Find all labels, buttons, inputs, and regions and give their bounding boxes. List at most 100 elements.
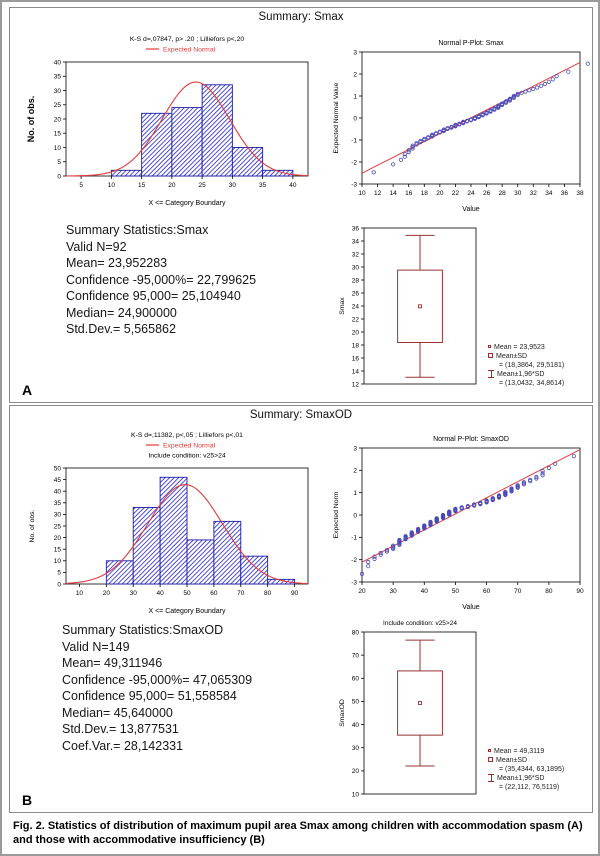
pplot-b: Normal P-Plot: SmaxOD 20 30 40 50 60 70 80 90 -3-… bbox=[328, 432, 590, 612]
summary-stats-a: Summary Statistics:Smax Valid N=92 Mean=… bbox=[66, 222, 256, 338]
svg-text:28: 28 bbox=[352, 277, 360, 284]
legend-line: = (13,0432, 34,8614) bbox=[499, 380, 565, 387]
svg-text:22: 22 bbox=[352, 316, 360, 323]
mean-marker-icon bbox=[488, 749, 491, 752]
svg-text:30: 30 bbox=[352, 264, 360, 271]
svg-text:15: 15 bbox=[138, 182, 146, 189]
svg-text:15: 15 bbox=[54, 547, 62, 554]
legend-item: Mean±SD bbox=[488, 352, 592, 361]
boxplot-a-legend: Mean = 23,9523 Mean±SD = (18,3864, 29,51… bbox=[488, 343, 592, 388]
svg-text:25: 25 bbox=[54, 523, 62, 530]
svg-text:1: 1 bbox=[353, 93, 357, 100]
svg-text:25: 25 bbox=[54, 102, 62, 109]
legend-line: Mean±SD bbox=[496, 757, 528, 764]
svg-text:No. of obs.: No. of obs. bbox=[26, 96, 36, 143]
svg-text:12: 12 bbox=[374, 190, 382, 197]
panel-b: Summary: SmaxOD K-S d=,11382, p<,05 ; Li… bbox=[9, 405, 593, 813]
summary-line: Mean= 23,952283 bbox=[66, 256, 168, 270]
svg-text:20: 20 bbox=[352, 768, 360, 775]
svg-text:60: 60 bbox=[210, 590, 218, 597]
svg-text:15: 15 bbox=[54, 131, 62, 138]
svg-text:80: 80 bbox=[545, 588, 553, 595]
svg-text:10: 10 bbox=[76, 590, 84, 597]
pplot-a: Normal P-Plot: Smax 10 12 14 16 18 20 22 24 26 28 3… bbox=[328, 36, 590, 214]
svg-text:36: 36 bbox=[352, 225, 360, 232]
mean-marker-icon bbox=[488, 345, 491, 348]
panel-a-title: Summary: Smax bbox=[258, 11, 344, 23]
svg-text:3: 3 bbox=[353, 445, 357, 452]
svg-text:40: 40 bbox=[289, 182, 297, 189]
svg-text:40: 40 bbox=[421, 588, 429, 595]
svg-text:50: 50 bbox=[452, 588, 460, 595]
svg-text:-1: -1 bbox=[351, 137, 357, 144]
legend-item: Mean±SD bbox=[488, 756, 592, 765]
svg-text:Expected Normal: Expected Normal bbox=[163, 47, 216, 54]
legend-line: Mean = 49,3119 bbox=[494, 748, 545, 755]
svg-text:No. of obs.: No. of obs. bbox=[29, 509, 36, 542]
legend-item: Mean = 23,9523 bbox=[488, 343, 592, 352]
legend-line: Mean±1,96*SD bbox=[497, 371, 545, 378]
histogram-b: K-S d=,11382, p<,05 ; Lilliefors p<,01 Ex… bbox=[24, 428, 320, 616]
panel-a-label: A bbox=[22, 382, 33, 398]
svg-text:30: 30 bbox=[352, 745, 360, 752]
svg-text:1: 1 bbox=[353, 490, 357, 497]
summary-line: Summary Statistics:SmaxOD bbox=[62, 623, 224, 637]
svg-text:50: 50 bbox=[352, 699, 360, 706]
mean-sd-box-icon bbox=[488, 757, 493, 762]
whisker-ibeam-icon bbox=[488, 370, 494, 378]
svg-text:35: 35 bbox=[54, 500, 62, 507]
svg-text:14: 14 bbox=[390, 190, 398, 197]
svg-text:70: 70 bbox=[514, 588, 522, 595]
summary-line: Confidence 95,000= 25,104940 bbox=[66, 289, 241, 303]
panel-b-label: B bbox=[22, 792, 33, 808]
svg-text:24: 24 bbox=[352, 303, 360, 310]
svg-text:20: 20 bbox=[352, 329, 360, 336]
boxplot-a: 12 14 16 18 20 22 24 26 28 30 32 34 36 Smax Mean = 23… bbox=[334, 218, 592, 398]
summary-line: Confidence -95,000%= 47,065309 bbox=[62, 672, 253, 687]
legend-line: = (35,4344, 63,1895) bbox=[499, 766, 565, 773]
summary-line: Coef.Var.= 28,142331 bbox=[62, 738, 184, 753]
svg-text:28: 28 bbox=[499, 190, 507, 197]
boxplot-b-legend: Mean = 49,3119 Mean±SD = (35,4344, 63,18… bbox=[488, 747, 592, 792]
svg-text:K-S d=,07847, p> .20 ; Lillief: K-S d=,07847, p> .20 ; Lilliefors p<,20 bbox=[130, 36, 245, 43]
svg-text:10: 10 bbox=[108, 182, 116, 189]
svg-text:10: 10 bbox=[54, 558, 62, 565]
svg-text:40: 40 bbox=[352, 722, 360, 729]
svg-text:Expected Normal Value: Expected Normal Value bbox=[333, 82, 340, 153]
svg-text:22: 22 bbox=[452, 190, 460, 197]
svg-text:0: 0 bbox=[57, 581, 61, 588]
panel-b-title: Summary: SmaxOD bbox=[249, 409, 353, 421]
svg-text:-3: -3 bbox=[351, 181, 357, 188]
summary-line: Std.Dev.= 5,565862 bbox=[66, 322, 176, 336]
svg-text:Normal P-Plot: Smax: Normal P-Plot: Smax bbox=[438, 40, 504, 47]
boxplot-b-canvas: Include condition: v25>24 10 20 30 40 50 60 70 8… bbox=[339, 620, 477, 798]
legend-item: = (18,3864, 29,5181) bbox=[488, 361, 592, 370]
legend-line: Mean±1,96*SD bbox=[497, 775, 545, 782]
svg-text:10: 10 bbox=[54, 145, 62, 152]
legend-item: = (22,112, 76,5119) bbox=[488, 783, 592, 792]
svg-text:32: 32 bbox=[352, 251, 360, 258]
caption-label: Fig. 2. bbox=[13, 820, 45, 832]
legend-line: Mean = 23,9523 bbox=[494, 344, 545, 351]
summary-line: Summary Statistics:Smax bbox=[66, 223, 209, 237]
svg-text:12: 12 bbox=[352, 381, 360, 388]
svg-text:Value: Value bbox=[462, 604, 479, 611]
histogram-b-canvas: K-S d=,11382, p<,05 ; Lilliefors p<,01 Ex… bbox=[29, 432, 309, 615]
svg-text:60: 60 bbox=[352, 676, 360, 683]
svg-text:14: 14 bbox=[352, 368, 360, 375]
panel-a: Summary: Smax K-S d=,07847, p> .20 ; Lil… bbox=[9, 7, 593, 403]
svg-text:45: 45 bbox=[54, 477, 62, 484]
summary-line: Median= 24,900000 bbox=[66, 305, 177, 320]
svg-text:0: 0 bbox=[57, 173, 61, 180]
svg-text:40: 40 bbox=[54, 489, 62, 496]
boxplot-b: Include condition: v25>24 10 20 30 40 50 60 70 8… bbox=[334, 616, 592, 808]
svg-text:32: 32 bbox=[530, 190, 538, 197]
summary-line: Valid N=149 bbox=[62, 639, 130, 654]
svg-text:25: 25 bbox=[199, 182, 207, 189]
svg-text:36: 36 bbox=[561, 190, 569, 197]
summary-stats-b: Summary Statistics:SmaxOD Valid N=149 Me… bbox=[62, 622, 252, 754]
svg-text:Smax: Smax bbox=[339, 297, 346, 315]
svg-text:0: 0 bbox=[353, 115, 357, 122]
histogram-a: K-S d=,07847, p> .20 ; Lilliefors p<,20 E… bbox=[24, 32, 320, 208]
svg-text:90: 90 bbox=[576, 588, 584, 595]
